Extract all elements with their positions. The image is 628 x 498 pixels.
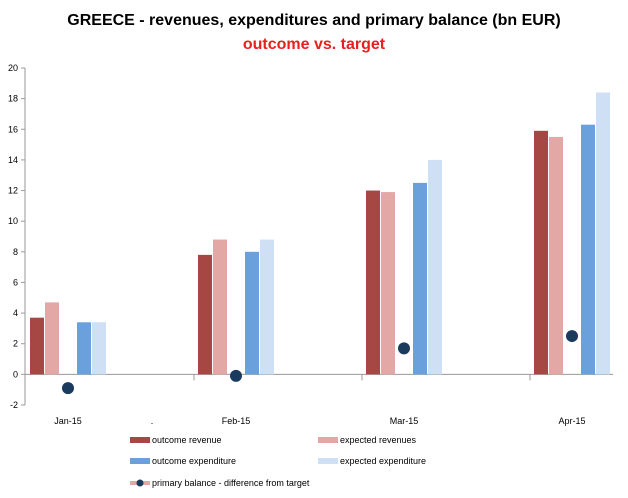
x-tick-label: Jan-15 (54, 416, 82, 426)
bar-expected-revenues-Jan-15 (45, 302, 59, 375)
bar-outcome-revenue-Feb-15 (198, 254, 212, 375)
y-tick-label: 0 (13, 369, 18, 379)
legend-swatch-outcome-expenditure (130, 458, 150, 464)
y-tick-label: 4 (13, 308, 18, 318)
x-extra-label: . (151, 416, 154, 426)
chart-subtitle: outcome vs. target (242, 36, 386, 53)
y-tick-label: -2 (10, 400, 18, 410)
legend-swatch-expected-expenditure (318, 458, 338, 464)
x-tick-label: Mar-15 (390, 416, 419, 426)
legend-label-outcome-expenditure: outcome expenditure (152, 456, 236, 466)
y-tick-label: 8 (13, 247, 18, 257)
y-tick-label: 10 (8, 216, 18, 226)
legend-swatch-primary-balance-marker (136, 479, 144, 487)
y-tick-label: 20 (8, 63, 18, 73)
y-tick-label: 14 (8, 155, 18, 165)
legend-label-expected-expenditure: expected expenditure (340, 456, 426, 466)
point-primary-balance-Feb-15 (230, 369, 242, 382)
chart-title: GREECE - revenues, expenditures and prim… (67, 12, 561, 29)
bar-outcome-revenue-Mar-15 (366, 190, 380, 375)
bar-expected-expenditure-Mar-15 (428, 159, 442, 375)
legend-label-outcome-revenue: outcome revenue (152, 435, 222, 445)
bar-outcome-expenditure-Mar-15 (413, 182, 427, 375)
point-primary-balance-Jan-15 (62, 382, 74, 395)
bar-expected-revenues-Feb-15 (213, 239, 227, 375)
bar-outcome-expenditure-Jan-15 (77, 322, 91, 375)
legend-label-expected-revenues: expected revenues (340, 435, 417, 445)
legend-swatch-outcome-revenue (130, 437, 150, 443)
x-tick-label: Feb-15 (222, 416, 251, 426)
x-tick-label: Apr-15 (558, 416, 585, 426)
bar-expected-revenues-Mar-15 (381, 192, 395, 375)
point-primary-balance-Mar-15 (398, 342, 410, 355)
y-tick-label: 12 (8, 186, 18, 196)
bar-outcome-revenue-Apr-15 (534, 130, 548, 375)
legend-label-primary-balance: primary balance - difference from target (152, 478, 310, 488)
bar-outcome-expenditure-Feb-15 (245, 251, 259, 375)
y-tick-label: 16 (8, 124, 18, 134)
y-tick-label: 2 (13, 339, 18, 349)
bar-expected-revenues-Apr-15 (549, 136, 563, 375)
legend-swatch-expected-revenues (318, 437, 338, 443)
bar-expected-expenditure-Apr-15 (596, 92, 610, 375)
bar-outcome-revenue-Jan-15 (30, 317, 44, 375)
bar-expected-expenditure-Jan-15 (92, 322, 106, 375)
y-tick-label: 6 (13, 277, 18, 287)
y-tick-label: 18 (8, 94, 18, 104)
bar-outcome-expenditure-Apr-15 (581, 124, 595, 375)
bar-expected-expenditure-Feb-15 (260, 239, 274, 375)
point-primary-balance-Apr-15 (566, 330, 578, 343)
